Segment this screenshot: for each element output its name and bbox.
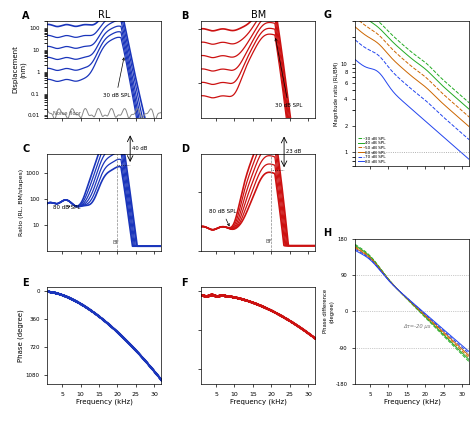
60 dB SPL — [466, 124, 472, 129]
Y-axis label: Phase (degree): Phase (degree) — [18, 309, 24, 362]
Text: G: G — [323, 10, 331, 20]
Text: 30 dB SPL: 30 dB SPL — [0, 421, 1, 422]
30 dB SPL — [428, 66, 434, 71]
80 dB SPL — [404, 102, 410, 107]
40 dB SPL — [419, 64, 425, 69]
50 dB SPL — [404, 60, 410, 65]
50 dB SPL — [438, 89, 444, 95]
40 dB SPL — [382, 31, 387, 36]
80 dB SPL — [352, 57, 358, 62]
40 dB SPL — [428, 72, 434, 77]
70 dB SPL — [438, 112, 444, 117]
Y-axis label: Ratio (RL, BM/stapes): Ratio (RL, BM/stapes) — [19, 169, 24, 236]
70 dB SPL — [352, 38, 358, 43]
80 dB SPL — [373, 68, 378, 73]
Text: C: C — [22, 144, 29, 154]
30 dB SPL — [382, 25, 387, 30]
Text: 80 dB SPL: 80 dB SPL — [0, 421, 1, 422]
60 dB SPL — [428, 90, 434, 95]
Text: 80 dB SPL: 80 dB SPL — [209, 209, 236, 226]
40 dB SPL — [438, 82, 444, 87]
80 dB SPL — [428, 124, 434, 129]
Y-axis label: Phase difference
(degree): Phase difference (degree) — [323, 289, 334, 333]
Line: 30 dB SPL: 30 dB SPL — [355, 3, 469, 103]
30 dB SPL — [466, 100, 472, 106]
Title: RL: RL — [98, 10, 110, 20]
50 dB SPL — [466, 114, 472, 119]
40 dB SPL — [466, 107, 472, 112]
80 dB SPL — [419, 116, 425, 121]
Text: A: A — [22, 11, 30, 21]
X-axis label: Frequency (kHz): Frequency (kHz) — [230, 398, 287, 405]
Line: 80 dB SPL: 80 dB SPL — [355, 60, 469, 160]
Text: 30 dB SPL: 30 dB SPL — [275, 38, 302, 108]
30 dB SPL — [352, 0, 358, 5]
30 dB SPL — [438, 76, 444, 81]
Line: 70 dB SPL: 70 dB SPL — [355, 40, 469, 140]
50 dB SPL — [382, 38, 387, 43]
Line: 50 dB SPL: 50 dB SPL — [355, 17, 469, 117]
Text: F: F — [181, 278, 187, 287]
Line: 40 dB SPL: 40 dB SPL — [355, 10, 469, 109]
Text: H: H — [323, 228, 331, 238]
Text: BF: BF — [266, 239, 273, 244]
60 dB SPL — [382, 48, 387, 53]
40 dB SPL — [404, 52, 410, 57]
60 dB SPL — [438, 100, 444, 105]
Text: 40 dB: 40 dB — [132, 146, 147, 151]
X-axis label: Frequency (kHz): Frequency (kHz) — [384, 398, 441, 405]
60 dB SPL — [404, 70, 410, 75]
70 dB SPL — [404, 83, 410, 88]
Text: BF: BF — [112, 240, 119, 245]
60 dB SPL — [419, 82, 425, 87]
Text: E: E — [22, 278, 29, 287]
Text: 30 dB SPL: 30 dB SPL — [0, 421, 1, 422]
X-axis label: Frequency (kHz): Frequency (kHz) — [76, 398, 133, 405]
30 dB SPL — [404, 46, 410, 51]
50 dB SPL — [352, 15, 358, 20]
60 dB SPL — [352, 24, 358, 30]
Text: 30 dB SPL: 30 dB SPL — [102, 58, 130, 98]
Text: Δτ=-20 μs: Δτ=-20 μs — [403, 324, 430, 329]
40 dB SPL — [373, 22, 378, 27]
Y-axis label: Displacement
(nm): Displacement (nm) — [13, 46, 26, 93]
70 dB SPL — [373, 51, 378, 56]
Text: D: D — [181, 144, 189, 154]
70 dB SPL — [428, 103, 434, 108]
30 dB SPL — [373, 16, 378, 22]
Text: 23 dB: 23 dB — [286, 149, 301, 154]
Legend: 30 dB SPL, 40 dB SPL, 50 dB SPL, 60 dB SPL, 70 dB SPL, 80 dB SPL: 30 dB SPL, 40 dB SPL, 50 dB SPL, 60 dB S… — [357, 136, 386, 164]
80 dB SPL — [466, 157, 472, 162]
40 dB SPL — [352, 7, 358, 12]
Text: B: B — [181, 11, 188, 21]
Title: BM: BM — [251, 10, 266, 20]
Y-axis label: Magnitude ratio (RL/BM): Magnitude ratio (RL/BM) — [335, 62, 339, 126]
Text: Noise floor: Noise floor — [53, 111, 81, 116]
50 dB SPL — [373, 30, 378, 35]
70 dB SPL — [419, 95, 425, 100]
60 dB SPL — [373, 39, 378, 44]
50 dB SPL — [419, 72, 425, 77]
70 dB SPL — [382, 60, 387, 65]
Text: 80 dB SPL: 80 dB SPL — [0, 421, 1, 422]
30 dB SPL — [419, 58, 425, 63]
70 dB SPL — [466, 137, 472, 142]
Text: 80 dB SPL: 80 dB SPL — [53, 205, 80, 210]
50 dB SPL — [428, 80, 434, 85]
80 dB SPL — [382, 77, 387, 82]
80 dB SPL — [438, 133, 444, 138]
Line: 60 dB SPL: 60 dB SPL — [355, 27, 469, 127]
